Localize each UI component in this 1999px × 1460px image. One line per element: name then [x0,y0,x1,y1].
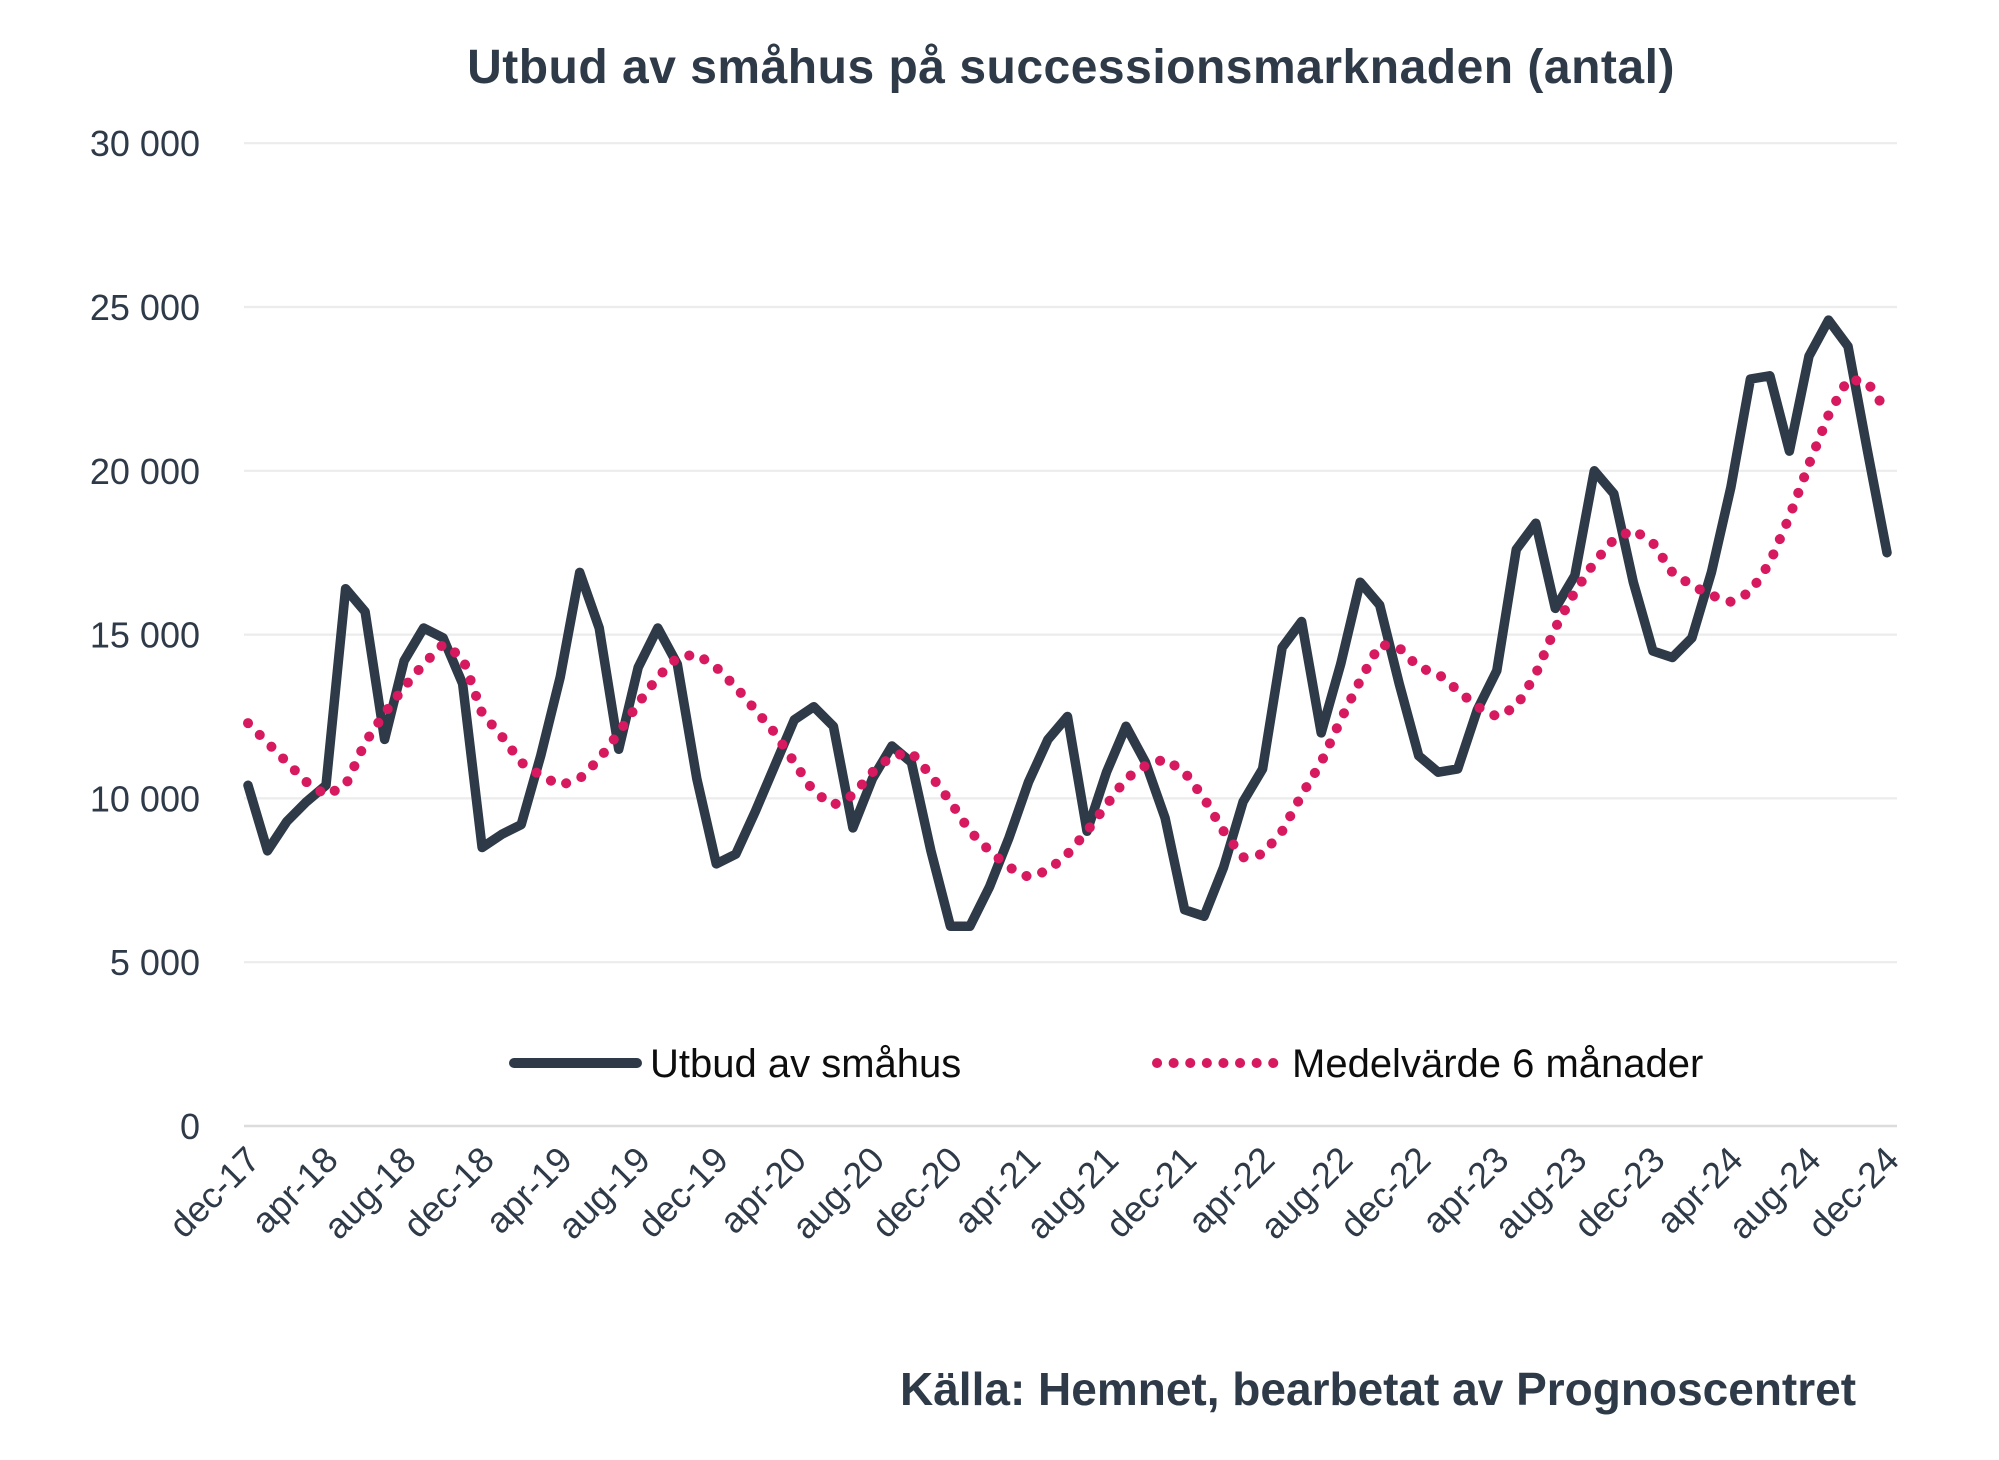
x-tick-label: dec-21 [1097,1139,1204,1246]
x-tick-label: dec-20 [863,1139,970,1246]
y-axis-tick-labels: 0 5 000 10 000 15 000 20 000 25 000 30 000 [90,123,200,1147]
x-tick-label: dec-22 [1332,1139,1439,1246]
x-tick-label: dec-18 [395,1139,502,1246]
y-tick-label: 25 000 [90,287,200,328]
legend-label-medelvarde: Medelvärde 6 månader [1292,1042,1703,1086]
source-attribution: Källa: Hemnet, bearbetat av Prognoscentr… [900,1363,1857,1415]
x-axis-tick-labels: dec-17apr-18aug-18dec-18apr-19aug-19dec-… [161,1139,1907,1247]
x-tick-label: dec-19 [629,1139,736,1246]
x-tick-label: dec-24 [1800,1139,1907,1246]
legend-label-utbud: Utbud av småhus [650,1042,961,1086]
y-tick-label: 10 000 [90,778,200,819]
x-tick-label: dec-17 [161,1139,268,1246]
y-tick-label: 5 000 [110,942,200,983]
chart-title: Utbud av småhus på successionsmarknaden … [467,41,1675,94]
y-tick-label: 0 [180,1106,200,1147]
utbud-av-smahus-line [243,315,1892,931]
y-tick-label: 30 000 [90,123,200,164]
legend: Utbud av småhus Medelvärde 6 månader [509,1042,1703,1086]
y-tick-label: 15 000 [90,615,200,656]
gridlines [244,142,1897,1128]
y-tick-label: 20 000 [90,451,200,492]
x-tick-label: dec-23 [1566,1139,1673,1246]
medelvarde-6-manader-line [243,373,1892,883]
